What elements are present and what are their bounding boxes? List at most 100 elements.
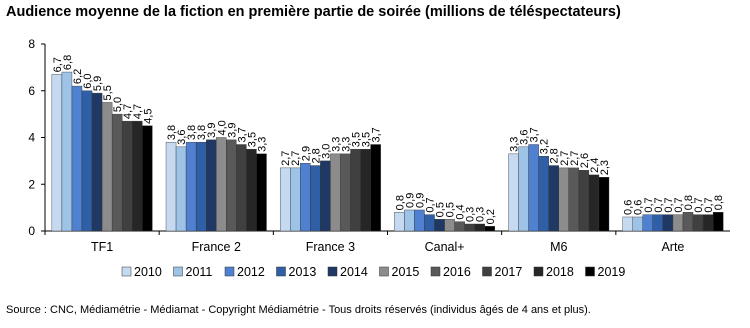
value-label: 3,8 xyxy=(196,125,208,140)
bar xyxy=(350,148,361,232)
value-label: 0,7 xyxy=(663,197,675,212)
legend-label: 2019 xyxy=(598,265,626,279)
bar xyxy=(279,167,291,232)
value-label: 5,0 xyxy=(112,97,124,112)
value-label: 5,5 xyxy=(102,85,114,100)
value-label: 2,8 xyxy=(310,148,322,163)
value-label: 3,8 xyxy=(186,125,198,140)
value-label: 3,5 xyxy=(351,132,363,147)
value-label: 3,3 xyxy=(256,137,268,152)
value-label: 3,7 xyxy=(371,127,383,142)
x-tick-label: France 3 xyxy=(306,240,355,254)
bar xyxy=(142,125,153,232)
value-label: 0,8 xyxy=(394,195,406,210)
bar xyxy=(642,214,654,232)
y-tick-label: 8 xyxy=(28,37,35,51)
value-label: 6,7 xyxy=(52,57,64,72)
bar xyxy=(185,141,197,232)
value-label: 0,7 xyxy=(425,197,437,212)
bar xyxy=(598,177,610,232)
legend-swatch xyxy=(482,266,492,277)
bar xyxy=(404,209,415,232)
bar xyxy=(424,214,435,232)
value-label: 0,8 xyxy=(713,195,725,210)
value-label: 0,8 xyxy=(683,195,695,210)
legend-swatch xyxy=(379,266,389,277)
value-label: 0,5 xyxy=(445,202,457,217)
value-label: 0,6 xyxy=(623,200,635,215)
bar xyxy=(175,146,187,232)
bar xyxy=(558,167,569,232)
value-label: 0,9 xyxy=(404,193,416,208)
value-label: 4,7 xyxy=(122,104,134,119)
bar xyxy=(454,221,465,232)
bar xyxy=(588,174,600,232)
x-tick-label: M6 xyxy=(550,240,567,254)
value-label: 0,6 xyxy=(633,200,645,215)
x-tick-label: France 2 xyxy=(192,240,241,254)
bar xyxy=(320,160,331,232)
value-label: 2,9 xyxy=(300,146,312,161)
value-label: 3,3 xyxy=(509,137,521,152)
value-label: 4,0 xyxy=(216,120,228,135)
value-label: 0,3 xyxy=(475,207,487,222)
bar xyxy=(290,167,301,232)
bar xyxy=(414,209,425,232)
bar xyxy=(394,212,405,232)
value-label: 2,4 xyxy=(589,158,601,173)
bar xyxy=(474,223,485,232)
bar xyxy=(256,153,267,232)
value-label: 2,7 xyxy=(559,151,571,166)
value-label: 0,7 xyxy=(673,197,685,212)
value-label: 2,7 xyxy=(280,151,292,166)
bar xyxy=(132,120,143,232)
bar xyxy=(702,214,714,232)
y-tick-label: 0 xyxy=(28,224,35,238)
value-label: 3,7 xyxy=(529,127,541,142)
value-label: 2,8 xyxy=(549,148,561,163)
value-label: 3,7 xyxy=(236,127,248,142)
bar xyxy=(444,219,455,232)
bar xyxy=(101,102,113,232)
bar xyxy=(568,167,580,232)
value-label: 3,6 xyxy=(176,130,188,145)
value-label: 5,9 xyxy=(92,76,104,91)
bar xyxy=(464,223,475,232)
value-label: 4,5 xyxy=(142,109,154,124)
bar xyxy=(61,71,73,232)
value-label: 0,2 xyxy=(485,209,497,224)
value-label: 3,6 xyxy=(519,130,531,145)
y-tick-label: 4 xyxy=(28,131,35,145)
x-tick-label: Canal+ xyxy=(425,240,465,254)
value-label: 0,7 xyxy=(643,197,655,212)
legend-swatch xyxy=(585,266,595,277)
bar xyxy=(340,153,351,232)
legend-label: 2016 xyxy=(443,265,471,279)
legend-swatch xyxy=(224,266,235,277)
x-tick-label: Arte xyxy=(661,240,684,254)
bar xyxy=(206,139,217,232)
legend-swatch xyxy=(173,266,183,277)
bar xyxy=(548,165,559,232)
bar xyxy=(518,146,529,232)
bar xyxy=(51,74,63,232)
value-label: 3,5 xyxy=(246,132,258,147)
bar xyxy=(434,219,445,232)
legend-swatch xyxy=(276,266,286,277)
value-label: 0,7 xyxy=(653,197,665,212)
value-label: 0,5 xyxy=(435,202,447,217)
bar xyxy=(672,214,684,232)
source-note: Source : CNC, Médiamétrie - Médiamat - C… xyxy=(6,304,591,316)
chart-title: Audience moyenne de la fiction en premiè… xyxy=(6,4,621,20)
bar xyxy=(622,216,633,232)
legend-label: 2018 xyxy=(546,265,574,279)
bar xyxy=(682,212,694,232)
value-label: 3,2 xyxy=(539,139,551,154)
value-label: 3,8 xyxy=(166,125,178,140)
bar xyxy=(310,165,321,232)
bar xyxy=(662,214,674,232)
legend-label: 2013 xyxy=(289,265,317,279)
bar xyxy=(246,148,257,232)
value-label: 0,3 xyxy=(465,207,477,222)
legend-swatch xyxy=(430,266,441,277)
